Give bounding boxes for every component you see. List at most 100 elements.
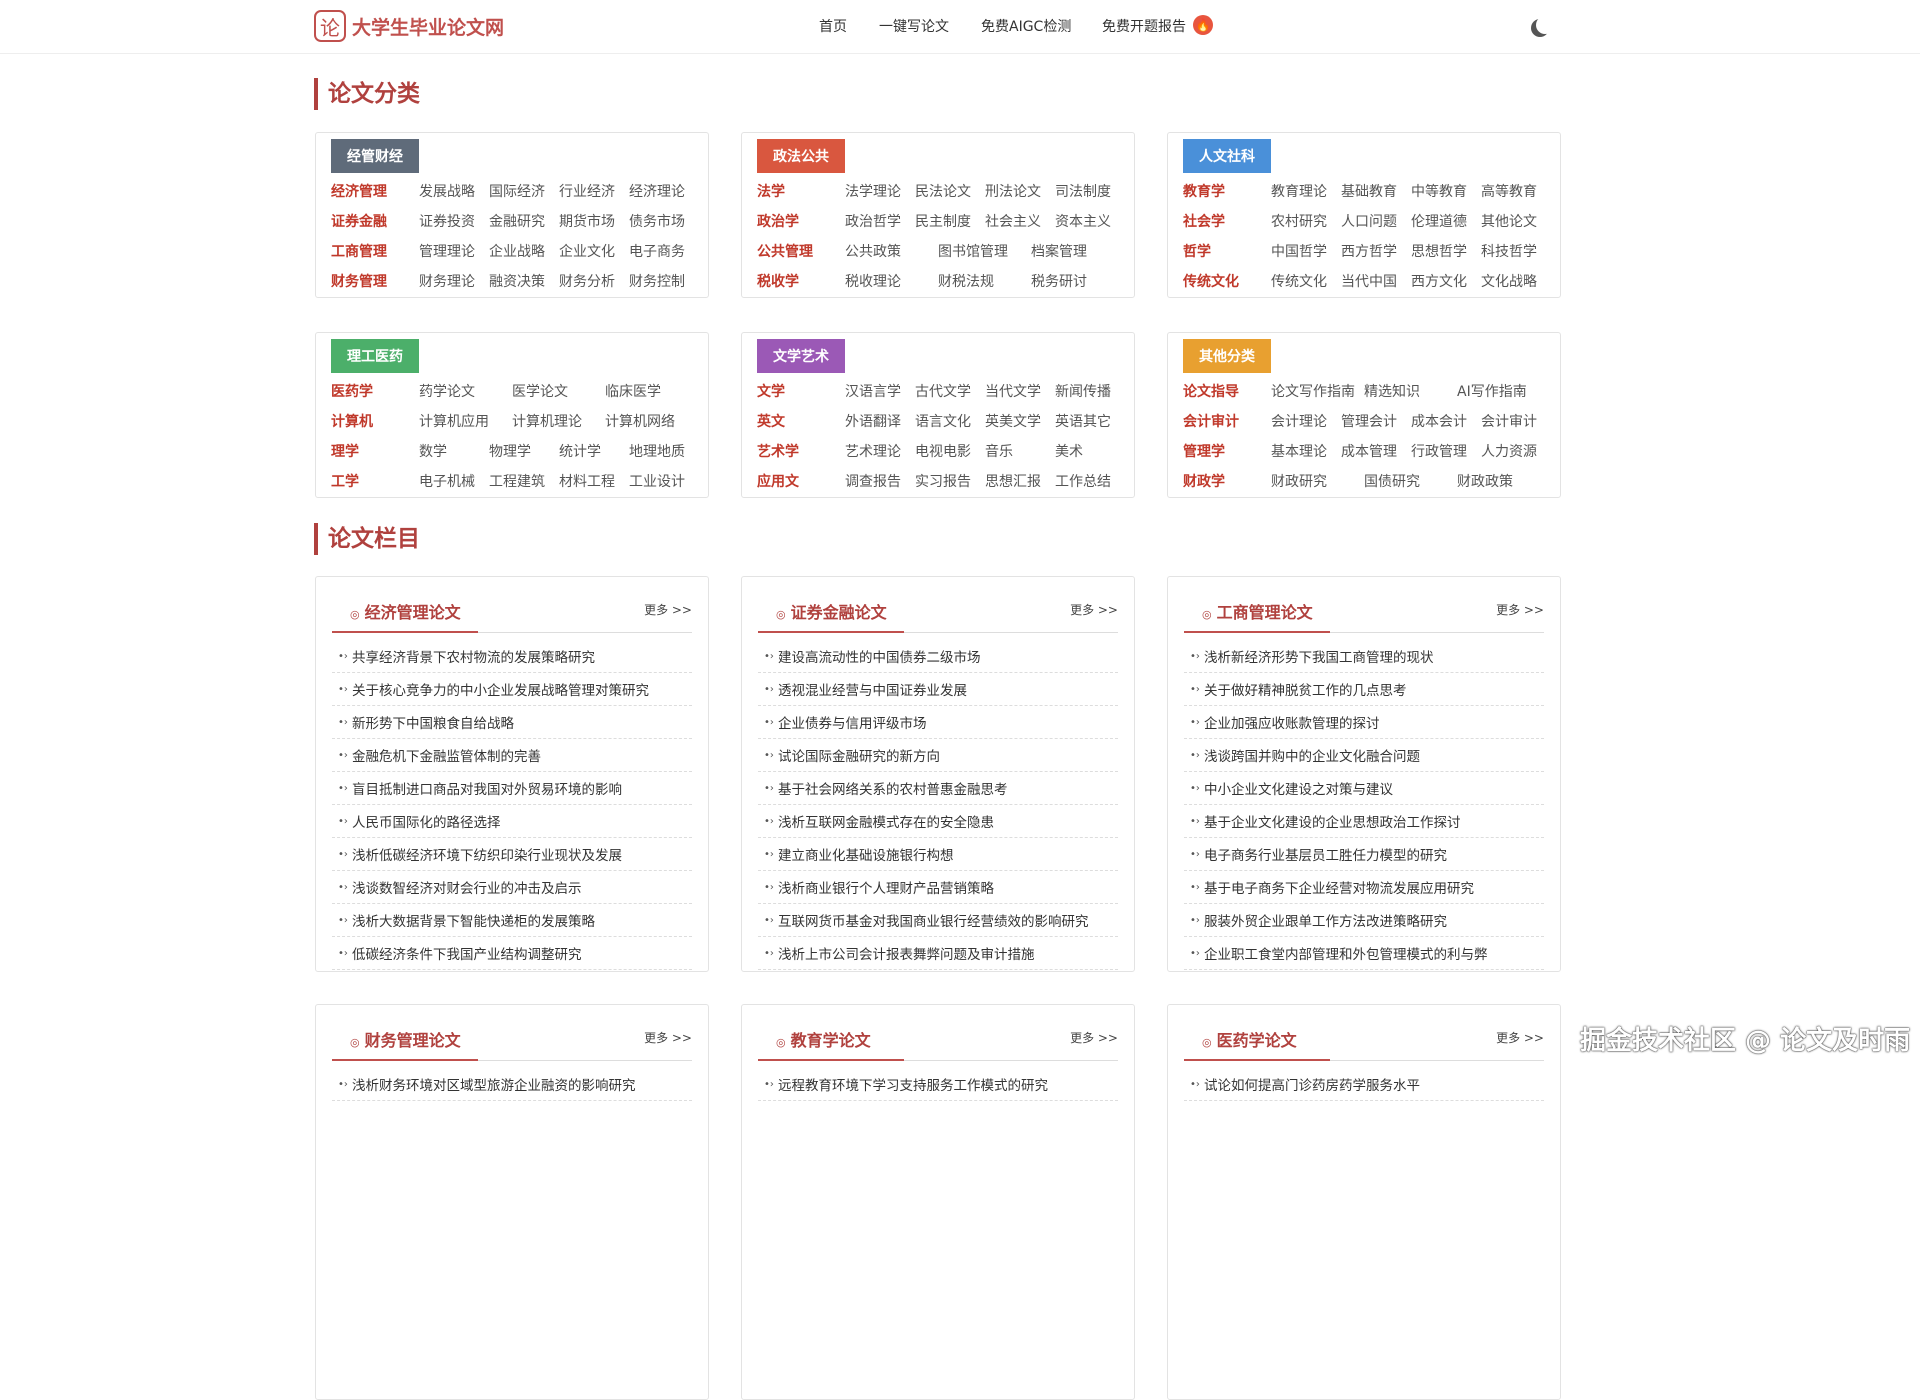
column-title[interactable]: ◎ 财务管理论文 (350, 1027, 461, 1051)
article-item[interactable]: •› 建设高流动性的中国债券二级市场 (758, 640, 1118, 673)
category-link[interactable]: 基础教育 (1341, 184, 1397, 200)
category-link[interactable]: 统计学 (559, 444, 601, 460)
category-link[interactable]: 档案管理 (1031, 244, 1087, 260)
category-link[interactable]: 调查报告 (845, 474, 901, 490)
category-label[interactable]: 公共管理 (757, 244, 813, 260)
category-link[interactable]: 农村研究 (1271, 214, 1327, 230)
category-link[interactable]: 成本管理 (1341, 444, 1397, 460)
category-link[interactable]: 文化战略 (1481, 274, 1537, 290)
category-link[interactable]: 政治哲学 (845, 214, 901, 230)
article-item[interactable]: •› 互联网货币基金对我国商业银行经营绩效的影响研究 (758, 904, 1118, 937)
category-link[interactable]: 成本会计 (1411, 414, 1467, 430)
moon-icon[interactable] (1536, 16, 1554, 34)
article-item[interactable]: •› 关于做好精神脱贫工作的几点思考 (1184, 673, 1544, 706)
category-link[interactable]: 财政研究 (1271, 474, 1327, 490)
category-link[interactable]: 工作总结 (1055, 474, 1111, 490)
category-link[interactable]: 社会主义 (985, 214, 1041, 230)
category-link[interactable]: 行业经济 (559, 184, 615, 200)
category-link[interactable]: 计算机应用 (419, 414, 489, 430)
category-badge[interactable]: 理工医药 (331, 339, 419, 373)
site-logo[interactable]: 论 大学生毕业论文网 (314, 10, 504, 42)
category-link[interactable]: 税务研讨 (1031, 274, 1087, 290)
category-link[interactable]: 发展战略 (419, 184, 475, 200)
category-link[interactable]: 中国哲学 (1271, 244, 1327, 260)
article-item[interactable]: •› 建立商业化基础设施银行构想 (758, 838, 1118, 871)
column-title[interactable]: ◎ 经济管理论文 (350, 599, 461, 623)
category-link[interactable]: 工程建筑 (489, 474, 545, 490)
category-link[interactable]: 融资决策 (489, 274, 545, 290)
category-link[interactable]: 数学 (419, 444, 447, 460)
category-link[interactable]: 司法制度 (1055, 184, 1111, 200)
category-link[interactable]: 物理学 (489, 444, 531, 460)
category-link[interactable]: 汉语言学 (845, 384, 901, 400)
category-label[interactable]: 会计审计 (1183, 414, 1239, 430)
category-label[interactable]: 法学 (757, 184, 785, 200)
category-link[interactable]: 会计审计 (1481, 414, 1537, 430)
category-link[interactable]: 财务分析 (559, 274, 615, 290)
more-link[interactable]: 更多 >> (1070, 603, 1118, 617)
category-link[interactable]: 行政管理 (1411, 444, 1467, 460)
category-label[interactable]: 哲学 (1183, 244, 1211, 260)
category-link[interactable]: 艺术理论 (845, 444, 901, 460)
article-item[interactable]: •› 企业债券与信用评级市场 (758, 706, 1118, 739)
category-link[interactable]: 当代文学 (985, 384, 1041, 400)
more-link[interactable]: 更多 >> (1070, 1031, 1118, 1045)
category-label[interactable]: 应用文 (757, 474, 799, 490)
category-link[interactable]: 财务控制 (629, 274, 685, 290)
category-link[interactable]: 债务市场 (629, 214, 685, 230)
category-link[interactable]: 英美文学 (985, 414, 1041, 430)
article-item[interactable]: •› 盲目抵制进口商品对我国对外贸易环境的影响 (332, 772, 692, 805)
category-link[interactable]: 公共政策 (845, 244, 901, 260)
category-link[interactable]: 法学理论 (845, 184, 901, 200)
category-link[interactable]: 资本主义 (1055, 214, 1111, 230)
category-link[interactable]: 工业设计 (629, 474, 685, 490)
category-link[interactable]: 药学论文 (419, 384, 475, 400)
category-link[interactable]: 伦理道德 (1411, 214, 1467, 230)
category-link[interactable]: AI写作指南 (1457, 384, 1527, 400)
category-link[interactable]: 经济理论 (629, 184, 685, 200)
article-item[interactable]: •› 远程教育环境下学习支持服务工作模式的研究 (758, 1068, 1118, 1101)
nav-home[interactable]: 首页 (819, 19, 847, 35)
category-link[interactable]: 新闻传播 (1055, 384, 1111, 400)
article-item[interactable]: •› 浅析财务环境对区域型旅游企业融资的影响研究 (332, 1068, 692, 1101)
category-link[interactable]: 企业战略 (489, 244, 545, 260)
category-link[interactable]: 材料工程 (559, 474, 615, 490)
category-link[interactable]: 财税法规 (938, 274, 994, 290)
category-link[interactable]: 会计理论 (1271, 414, 1327, 430)
article-item[interactable]: •› 低碳经济条件下我国产业结构调整研究 (332, 937, 692, 970)
category-link[interactable]: 证券投资 (419, 214, 475, 230)
category-label[interactable]: 医药学 (331, 384, 373, 400)
article-item[interactable]: •› 试论国际金融研究的新方向 (758, 739, 1118, 772)
category-link[interactable]: 思想哲学 (1411, 244, 1467, 260)
nav-proposal-report[interactable]: 免费开题报告 (1102, 19, 1186, 35)
category-label[interactable]: 经济管理 (331, 184, 387, 200)
category-label[interactable]: 工学 (331, 474, 359, 490)
category-label[interactable]: 文学 (757, 384, 785, 400)
article-item[interactable]: •› 电子商务行业基层员工胜任力模型的研究 (1184, 838, 1544, 871)
category-link[interactable]: 高等教育 (1481, 184, 1537, 200)
category-link[interactable]: 当代中国 (1341, 274, 1397, 290)
category-label[interactable]: 计算机 (331, 414, 373, 430)
category-link[interactable]: 传统文化 (1271, 274, 1327, 290)
category-link[interactable]: 企业文化 (559, 244, 615, 260)
article-item[interactable]: •› 共享经济背景下农村物流的发展策略研究 (332, 640, 692, 673)
category-link[interactable]: 人力资源 (1481, 444, 1537, 460)
column-title[interactable]: ◎ 证券金融论文 (776, 599, 887, 623)
category-link[interactable]: 中等教育 (1411, 184, 1467, 200)
category-badge[interactable]: 文学艺术 (757, 339, 845, 373)
article-item[interactable]: •› 透视混业经营与中国证券业发展 (758, 673, 1118, 706)
category-link[interactable]: 实习报告 (915, 474, 971, 490)
category-link[interactable]: 管理会计 (1341, 414, 1397, 430)
category-link[interactable]: 古代文学 (915, 384, 971, 400)
category-link[interactable]: 科技哲学 (1481, 244, 1537, 260)
category-badge[interactable]: 其他分类 (1183, 339, 1271, 373)
article-item[interactable]: •› 浅析低碳经济环境下纺织印染行业现状及发展 (332, 838, 692, 871)
article-item[interactable]: •› 金融危机下金融监管体制的完善 (332, 739, 692, 772)
category-label[interactable]: 社会学 (1183, 214, 1225, 230)
category-label[interactable]: 证券金融 (331, 214, 387, 230)
article-item[interactable]: •› 中小企业文化建设之对策与建议 (1184, 772, 1544, 805)
category-link[interactable]: 图书馆管理 (938, 244, 1008, 260)
category-link[interactable]: 美术 (1055, 444, 1083, 460)
category-link[interactable]: 金融研究 (489, 214, 545, 230)
article-item[interactable]: •› 服装外贸企业跟单工作方法改进策略研究 (1184, 904, 1544, 937)
